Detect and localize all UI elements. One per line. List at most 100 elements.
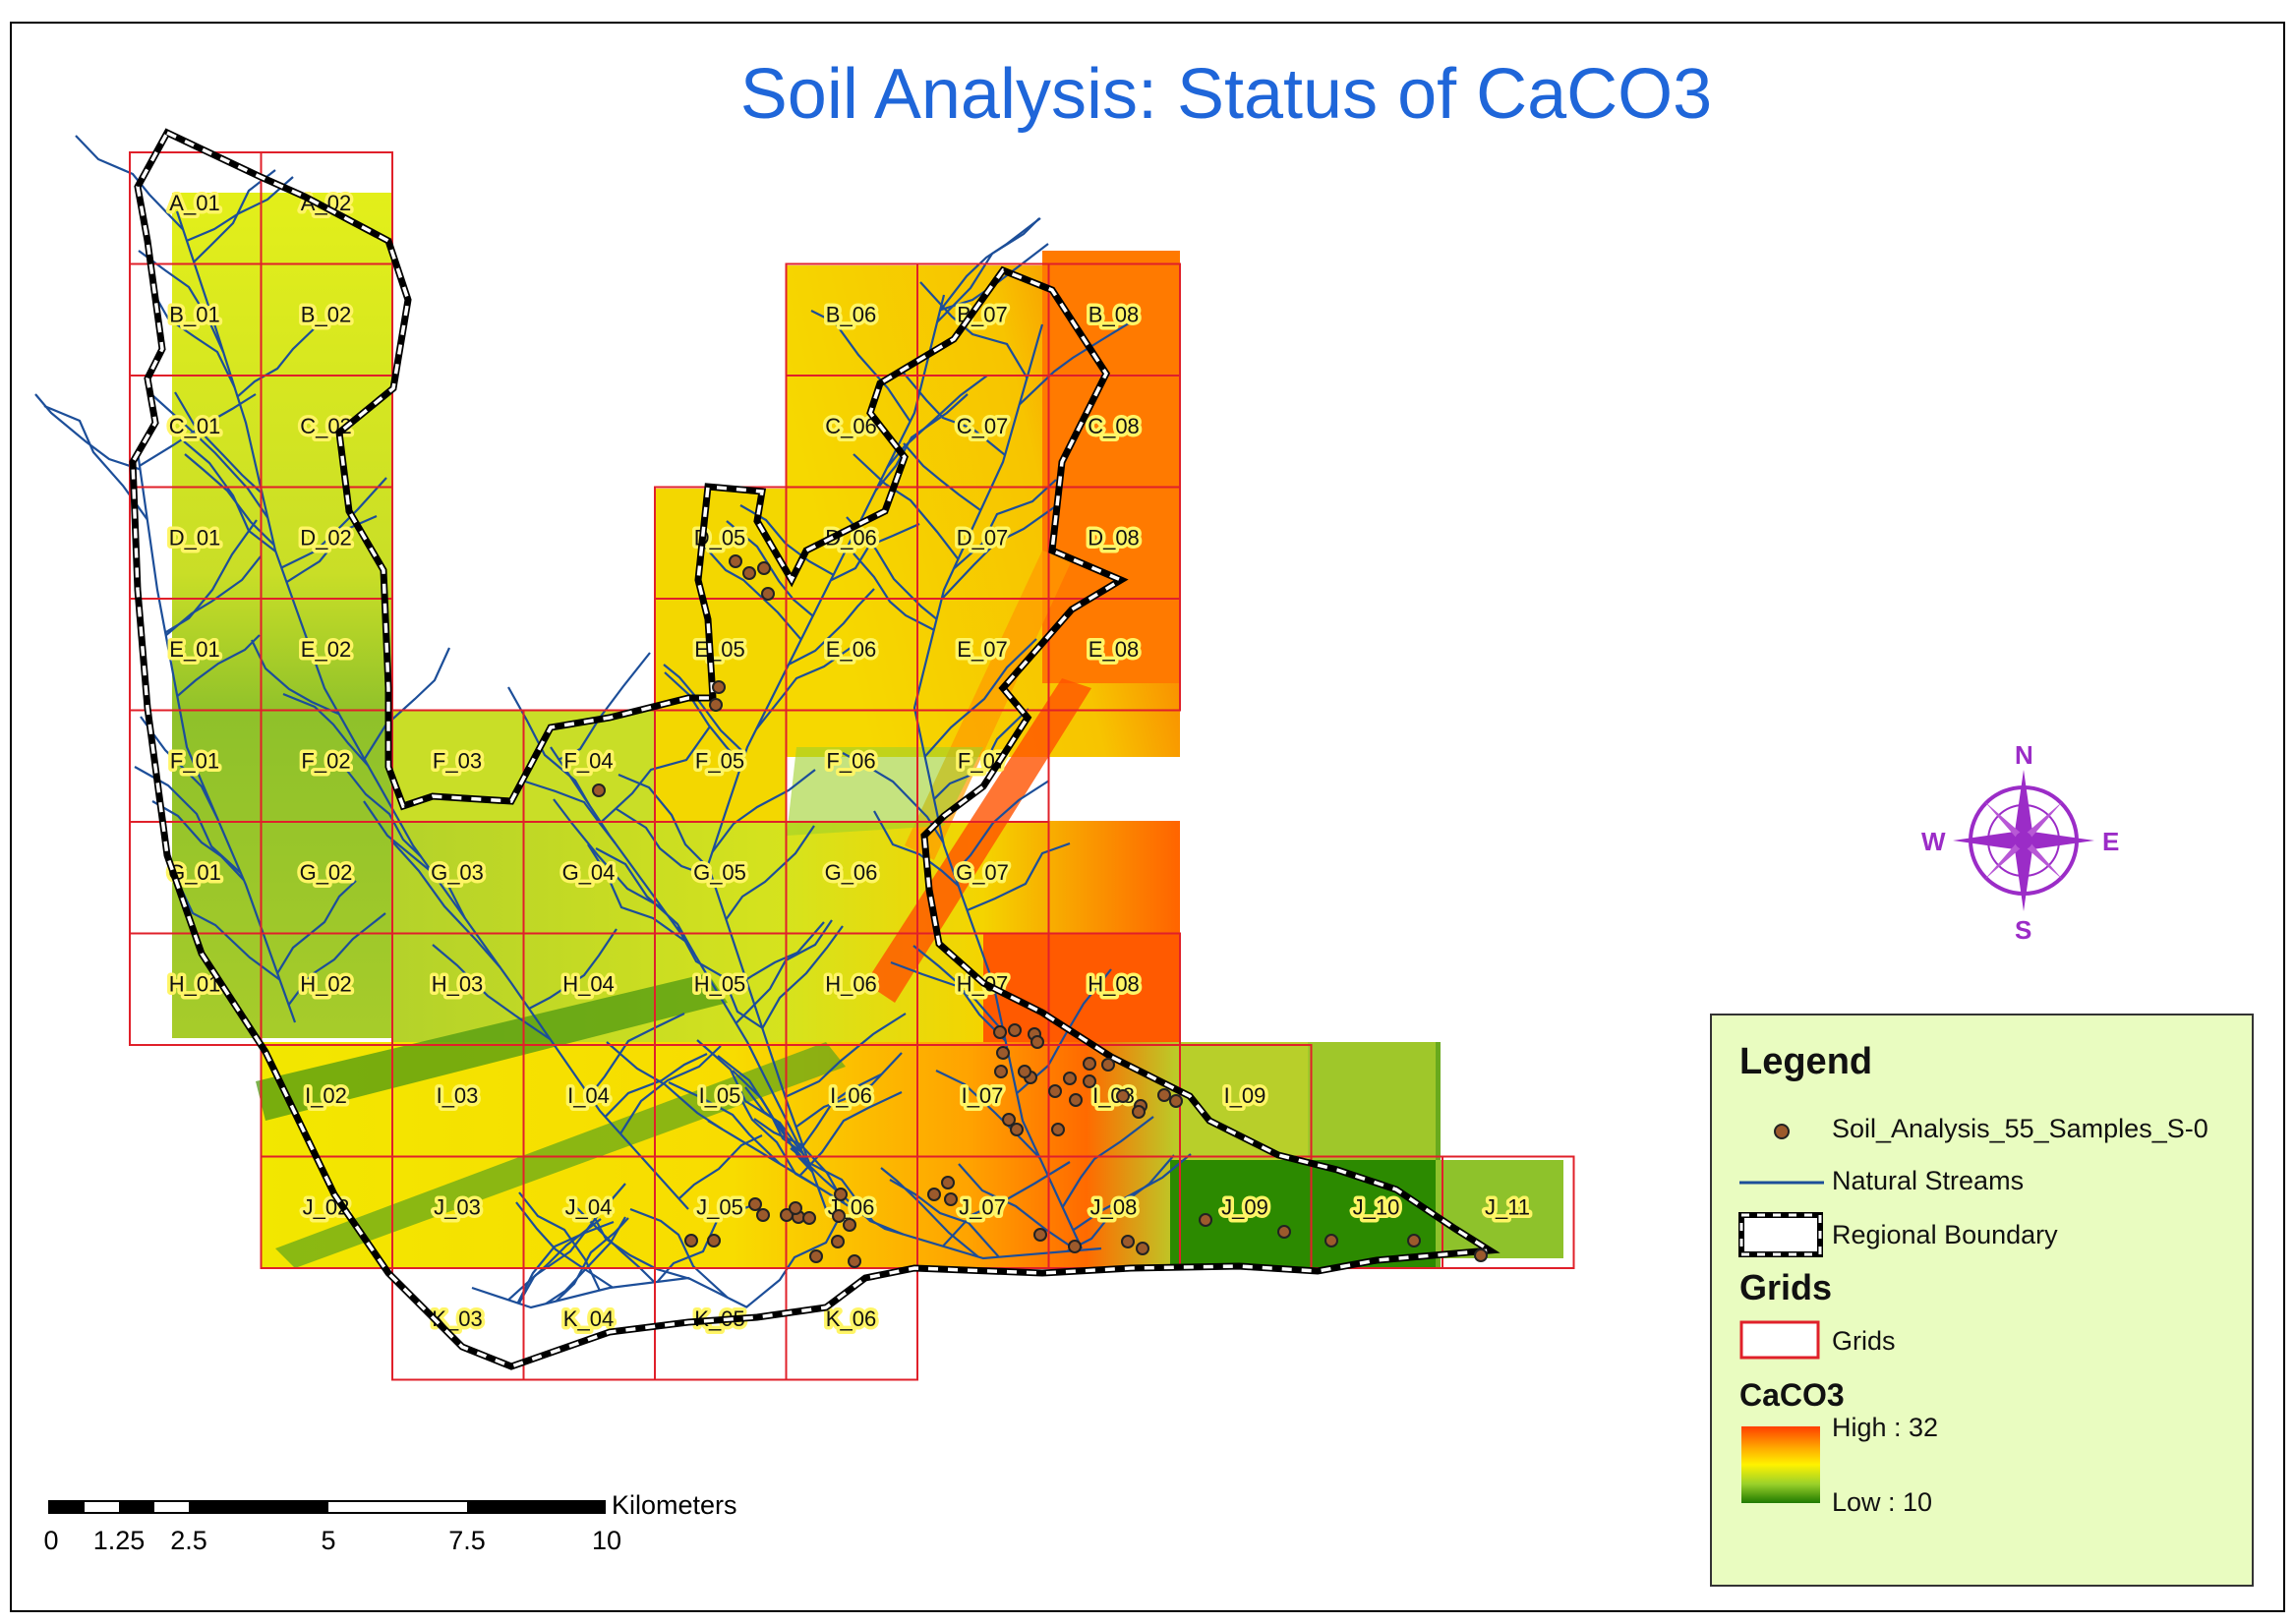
legend-low-label: Low : 10: [1832, 1487, 1933, 1517]
stream-segment: [958, 1163, 1078, 1251]
stream-segment: [912, 323, 1083, 1249]
stream-segment: [176, 634, 261, 698]
grid-label: D_02: [300, 526, 352, 551]
sample-point: [1199, 1213, 1212, 1227]
sample-point: [780, 1208, 794, 1222]
stream-segment: [618, 773, 710, 870]
legend-streams-label: Natural Streams: [1832, 1166, 2025, 1195]
stream-segment: [933, 708, 1030, 800]
stream-segment: [664, 671, 742, 766]
grid-label: F_05: [695, 749, 744, 774]
map-title: Soil Analysis: Status of CaCO3: [739, 55, 1713, 134]
stream-segment: [874, 393, 969, 492]
sample-point: [729, 554, 742, 568]
stream-segment: [967, 841, 1071, 912]
sample-point: [1474, 1248, 1488, 1262]
legend-samples-label: Soil_Analysis_55_Samples_S-0: [1832, 1114, 2208, 1143]
sample-point: [1030, 1035, 1044, 1049]
grid-label: H_05: [694, 972, 746, 997]
stream-segment: [515, 1201, 614, 1289]
sample-point: [1157, 1088, 1171, 1102]
sample-point: [1008, 1023, 1022, 1037]
sample-point: [761, 587, 775, 601]
stream-segment: [193, 169, 276, 263]
sample-point: [832, 1209, 846, 1223]
compass-s: S: [2015, 915, 2031, 945]
scale-unit: Kilometers: [612, 1490, 737, 1520]
stream-segment: [236, 321, 322, 398]
grid-label: F_02: [301, 749, 350, 774]
stream-segment: [696, 1039, 805, 1157]
grid-swatch-icon: [1739, 1320, 1820, 1360]
grid-cell: [785, 1267, 918, 1381]
stream-segment: [339, 761, 423, 858]
compass-n: N: [2015, 740, 2033, 770]
sample-point: [1018, 1065, 1031, 1078]
stream-segment: [151, 394, 269, 519]
grid-label: D_08: [1088, 526, 1140, 551]
sample-point: [1136, 1242, 1149, 1255]
stream-segment: [785, 1013, 907, 1098]
stream-segment: [912, 945, 1007, 1042]
sample-point: [1069, 1093, 1083, 1107]
stream-segment: [174, 391, 264, 494]
stream-segment: [755, 647, 852, 730]
stream-segment: [1018, 320, 1133, 406]
grid-label: I_06: [830, 1083, 872, 1108]
stream-segment: [75, 135, 184, 231]
sample-point: [1010, 1123, 1024, 1136]
sample-point: [1051, 1123, 1065, 1136]
compass-w: W: [1921, 827, 1946, 856]
stream-segment: [569, 1200, 656, 1284]
stream-segment: [935, 1070, 1041, 1159]
grid-label: J_08: [1090, 1195, 1138, 1220]
sample-point: [1324, 1234, 1338, 1247]
stream-segment: [726, 520, 814, 617]
grid-label: H_08: [1088, 972, 1140, 997]
sample-point: [1083, 1057, 1096, 1071]
stream-segment: [150, 288, 236, 388]
grid-label: I_02: [305, 1083, 347, 1108]
stream-segment: [600, 725, 711, 824]
grid-label: B_08: [1089, 303, 1139, 327]
sample-point: [757, 561, 771, 575]
compass-rose-icon: N S E W: [1921, 740, 2119, 945]
stream-segment: [34, 393, 141, 471]
grid-label: E_08: [1089, 637, 1139, 662]
grid-label: C_08: [1088, 414, 1140, 438]
stream-segment: [363, 800, 466, 919]
stream-segment: [606, 1041, 723, 1131]
sample-point-icon: [1774, 1124, 1790, 1139]
stream-segment: [890, 960, 1005, 1033]
sample-point: [1277, 1225, 1291, 1239]
stream-segment: [846, 516, 938, 620]
grid-label: J_11: [1485, 1195, 1530, 1220]
boundary-swatch-icon: [1738, 1212, 1823, 1257]
stream-segment: [919, 281, 1029, 378]
stream-segment: [164, 519, 258, 634]
grid-label: G_02: [300, 860, 353, 885]
grid-label: F_03: [433, 749, 482, 774]
grid-label: H_06: [825, 972, 877, 997]
sample-point: [756, 1208, 770, 1222]
grid-label: I_07: [962, 1083, 1004, 1108]
grid-label: K_04: [563, 1306, 614, 1331]
legend-high-label: High : 32: [1832, 1413, 1939, 1442]
scale-tick-2: 2.5: [170, 1526, 207, 1555]
grid-label: I_05: [699, 1083, 741, 1108]
stream-segment: [528, 928, 618, 1010]
grid-label: E_01: [169, 637, 219, 662]
grid-label: E_06: [826, 637, 876, 662]
stream-segment: [668, 1081, 781, 1165]
stream-segment: [186, 176, 294, 242]
stream-segment: [140, 716, 219, 820]
stream-segment: [588, 1013, 685, 1097]
stream-segment: [799, 1073, 882, 1150]
stream-segment: [798, 1155, 904, 1236]
scale-tick-0: 0: [43, 1526, 59, 1555]
sample-point: [1121, 1235, 1135, 1248]
sample-point: [1048, 1084, 1062, 1098]
legend-symbols: [1738, 1124, 1824, 1503]
grid-label: C_01: [169, 414, 221, 438]
